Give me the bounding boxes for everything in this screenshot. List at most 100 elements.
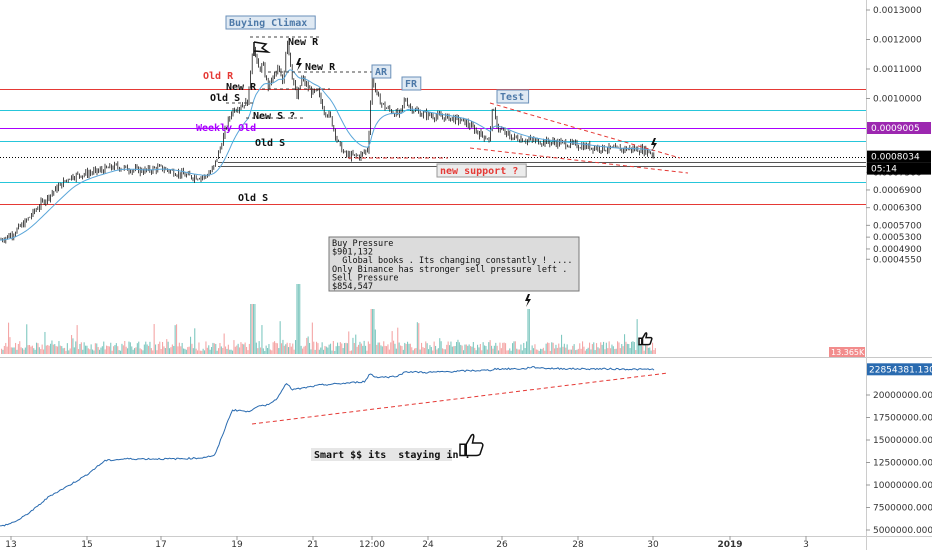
volume-bar (451, 346, 453, 354)
volume-bar (240, 342, 242, 354)
volume-bar (302, 348, 304, 354)
volume-bar (177, 346, 179, 354)
volume-bar (400, 345, 402, 354)
volume-bar (348, 331, 350, 354)
volume-bar (444, 349, 446, 354)
pressure-note-line: Buy Pressure (332, 239, 393, 249)
volume-bar (250, 304, 252, 354)
volume-bar (76, 325, 78, 354)
volume-bar (38, 347, 40, 354)
volume-bar (610, 348, 612, 354)
volume-bar (330, 343, 332, 354)
volume-bar (491, 345, 493, 354)
smart-note-label: Smart $$ its staying in . (314, 449, 471, 461)
cumulative-tick-label: 20000000.0000 (873, 391, 932, 401)
volume-bar (356, 346, 358, 354)
volume-bar (472, 342, 474, 354)
volume-bar (1, 348, 3, 354)
volume-bar (503, 342, 505, 354)
volume-bar (492, 348, 494, 354)
volume-bar (475, 350, 477, 354)
volume-bar (566, 344, 568, 354)
cumulative-tick-label: 15000000.0000 (873, 436, 932, 446)
volume-bar (538, 350, 540, 354)
volume-bar (510, 350, 512, 354)
volume-bar (166, 339, 168, 354)
volume-bar (267, 347, 269, 354)
volume-bar (531, 345, 533, 354)
volume-bar (401, 346, 403, 354)
volume-bar (450, 341, 452, 354)
lightning-icon (525, 294, 531, 307)
volume-bar (265, 345, 267, 354)
volume-bar (512, 343, 514, 354)
volume-bar (17, 343, 19, 354)
volume-bar (106, 345, 108, 354)
volume-bar (551, 342, 553, 354)
volume-bar (435, 345, 437, 354)
volume-bar (93, 350, 95, 354)
volume-bar (454, 346, 456, 354)
volume-bar (628, 343, 630, 354)
volume-bar (55, 346, 57, 354)
volume-bar (303, 346, 305, 354)
volume-bar (279, 321, 281, 354)
volume-bar (162, 342, 164, 354)
volume-bar (458, 342, 460, 354)
volume-bar (176, 324, 178, 354)
volume-bar (583, 346, 585, 354)
volume-bar (111, 350, 113, 354)
volume-bar (414, 348, 416, 354)
price-average-line (0, 69, 655, 241)
volume-bar (640, 345, 642, 354)
volume-bar (605, 342, 607, 354)
volume-bar (41, 344, 43, 354)
volume-bar (568, 349, 570, 354)
volume-bar (118, 350, 120, 354)
volume-bar (467, 345, 469, 354)
volume-bar (621, 344, 623, 354)
volume-bar (208, 345, 210, 354)
volume-bar (617, 341, 619, 354)
volume-bar (544, 350, 546, 354)
volume-bar (94, 343, 96, 354)
volume-bar (216, 350, 218, 354)
volume-bar (100, 347, 102, 354)
annotation-label: New S ? (253, 111, 295, 122)
volume-bar (388, 349, 390, 354)
volume-bar (580, 348, 582, 354)
volume-bar (191, 343, 193, 354)
volume-bar (59, 345, 61, 354)
annotation-label: new support ? (440, 166, 518, 177)
volume-bar (619, 348, 621, 354)
pressure-note-line: Global books . Its changing constantly !… (332, 256, 573, 266)
volume-bar (251, 304, 253, 354)
volume-bar (428, 349, 430, 354)
thumbs-up-icon (638, 332, 653, 346)
volume-bar (430, 346, 432, 354)
volume-bar (415, 348, 417, 354)
volume-bar (85, 345, 87, 354)
volume-bar (34, 349, 36, 354)
price-tag (867, 162, 931, 175)
volume-bar (499, 342, 501, 354)
volume-bar (423, 348, 425, 354)
volume-bar (597, 347, 599, 354)
volume-bar (6, 346, 8, 354)
volume-bar (167, 341, 169, 354)
volume-bar (359, 341, 361, 354)
volume-bar (324, 345, 326, 354)
volume-bar (383, 341, 385, 354)
volume-bar (643, 350, 645, 354)
volume-bar (269, 349, 271, 354)
volume-bar (372, 309, 374, 354)
volume-bar (253, 304, 255, 354)
price-tick-label: 0.0004900 (873, 245, 922, 255)
volume-bar (227, 344, 229, 354)
volume-bar (552, 342, 554, 354)
volume-bar (19, 341, 21, 354)
volume-bar (283, 345, 285, 354)
cumulative-tick-label: 7500000.0000 (873, 504, 932, 514)
volume-bar (262, 348, 264, 354)
